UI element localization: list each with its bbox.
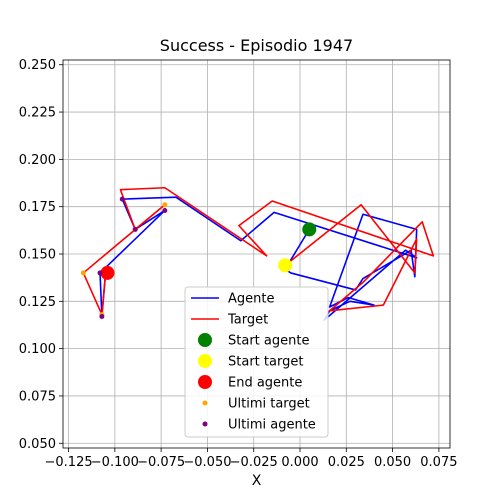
legend: Agente Target Start agente Start target End … — [184, 286, 329, 438]
legend-swatch-end-agente — [198, 375, 212, 389]
ultimi-agente-point — [162, 207, 168, 213]
y-tick-label: 0.200 — [19, 153, 56, 168]
chart-title: Success - Episodio 1947 — [160, 36, 353, 55]
ultimi-agente-point — [119, 196, 125, 202]
y-tick-label: 0.175 — [19, 200, 56, 215]
axis-ticks: −0.125−0.100−0.075−0.050−0.025 0.000 0.025… — [19, 58, 458, 470]
x-tick-label: −0.050 — [183, 455, 231, 470]
y-tick-label: 0.150 — [19, 248, 56, 263]
x-tick-label: −0.075 — [137, 455, 185, 470]
y-tick-label: 0.050 — [19, 437, 56, 452]
x-tick-label: 0.000 — [281, 455, 318, 470]
y-tick-label: 0.225 — [19, 106, 56, 121]
legend-label-ultimi-agente: Ultimi agente — [228, 418, 316, 433]
x-axis-label: X — [252, 473, 262, 489]
y-tick-label: 0.075 — [19, 389, 56, 404]
legend-swatch-start-target — [198, 354, 212, 368]
y-tick-label: 0.125 — [19, 295, 56, 310]
legend-box — [184, 286, 329, 438]
legend-label-end-agente: End agente — [228, 376, 302, 391]
x-tick-label: −0.125 — [45, 455, 93, 470]
legend-swatch-start-agente — [198, 333, 212, 347]
end-agente-point — [100, 265, 115, 280]
ultimi-agente-point — [97, 270, 103, 276]
legend-label-ultimi-target: Ultimi target — [228, 397, 310, 412]
legend-label-target: Target — [227, 313, 268, 328]
legend-label-start-agente: Start agente — [228, 334, 309, 349]
plot-area — [80, 186, 435, 322]
legend-swatch-ultimi-target — [202, 400, 208, 406]
x-tick-label: 0.075 — [420, 455, 457, 470]
x-tick-label: −0.025 — [230, 455, 278, 470]
ultimi-target-point — [80, 270, 86, 276]
legend-label-start-target: Start target — [228, 355, 303, 370]
legend-swatch-ultimi-agente — [202, 421, 208, 427]
x-tick-label: −0.100 — [91, 455, 139, 470]
start-target-point — [278, 258, 293, 273]
ultimi-agente-point — [132, 226, 138, 232]
x-tick-label: 0.050 — [374, 455, 411, 470]
ultimi-target-point — [162, 202, 168, 208]
start-agente-point — [302, 222, 317, 237]
y-tick-label: 0.250 — [19, 58, 56, 73]
y-tick-label: 0.100 — [19, 342, 56, 357]
ultimi-agente-point — [99, 313, 105, 319]
x-tick-label: 0.025 — [328, 455, 365, 470]
legend-label-agente: Agente — [228, 292, 274, 307]
